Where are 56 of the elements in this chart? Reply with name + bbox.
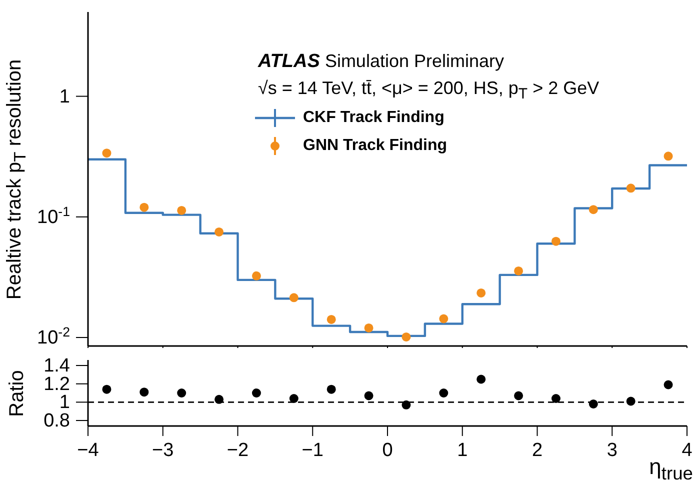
x-tick-label: −3 xyxy=(152,440,174,461)
point xyxy=(626,184,636,193)
y-tick-label: 10$^{-2}$ xyxy=(37,324,70,348)
point xyxy=(664,380,673,390)
annotation: ATLAS xyxy=(258,51,320,72)
point xyxy=(252,388,261,398)
point xyxy=(177,388,186,398)
annotation: Simulation Preliminary xyxy=(324,51,504,71)
legend-entry: GNN Track Finding xyxy=(255,132,448,160)
point xyxy=(514,391,524,400)
legend-entry: CKF Track Finding xyxy=(255,104,448,132)
point xyxy=(177,206,186,215)
point xyxy=(551,236,560,246)
point xyxy=(214,227,224,236)
y-tick-label: 1 xyxy=(59,392,70,414)
y-axis-title: Ratio xyxy=(6,370,28,416)
point xyxy=(326,384,336,394)
x-tick-label: −4 xyxy=(77,440,100,461)
x-tick-label: 3 xyxy=(606,440,618,461)
y-tick-label: 0.8 xyxy=(44,410,70,432)
x-tick-label: 1 xyxy=(457,440,468,461)
point xyxy=(289,394,298,403)
point xyxy=(439,314,448,324)
y-tick-label: 1.4 xyxy=(44,356,70,376)
point xyxy=(402,332,411,342)
point xyxy=(289,293,298,302)
point xyxy=(364,391,374,400)
x-tick-label: −1 xyxy=(302,440,324,461)
point xyxy=(102,384,112,394)
point xyxy=(514,266,524,276)
point xyxy=(476,374,486,384)
point xyxy=(402,400,411,410)
point xyxy=(588,400,598,408)
point xyxy=(252,271,261,280)
point xyxy=(140,202,149,212)
legend-label: CKF Track Finding xyxy=(303,108,444,128)
point xyxy=(140,388,149,397)
annotation: √s = 14 TeV, tt̄, <μ> = 200, HS, p$_{T}$ > 2 GeV xyxy=(258,77,600,105)
point xyxy=(551,394,560,403)
point xyxy=(364,323,374,332)
x-tick-label: 2 xyxy=(532,440,543,461)
point xyxy=(439,388,448,398)
x-tick-label: −2 xyxy=(226,440,249,461)
legend-label: GNN Track Finding xyxy=(303,136,448,156)
x-tick-label: 0 xyxy=(382,440,393,461)
y-tick-label: 1.2 xyxy=(44,374,70,395)
point xyxy=(326,314,336,324)
x-tick-label: 4 xyxy=(682,440,693,461)
point xyxy=(214,394,224,404)
point xyxy=(664,152,673,161)
point xyxy=(102,148,112,158)
point xyxy=(588,205,598,214)
y-tick-label: 1 xyxy=(59,86,70,108)
point xyxy=(626,396,636,406)
y-tick-label: 10$^{-1}$ xyxy=(37,203,70,228)
point xyxy=(476,288,486,298)
